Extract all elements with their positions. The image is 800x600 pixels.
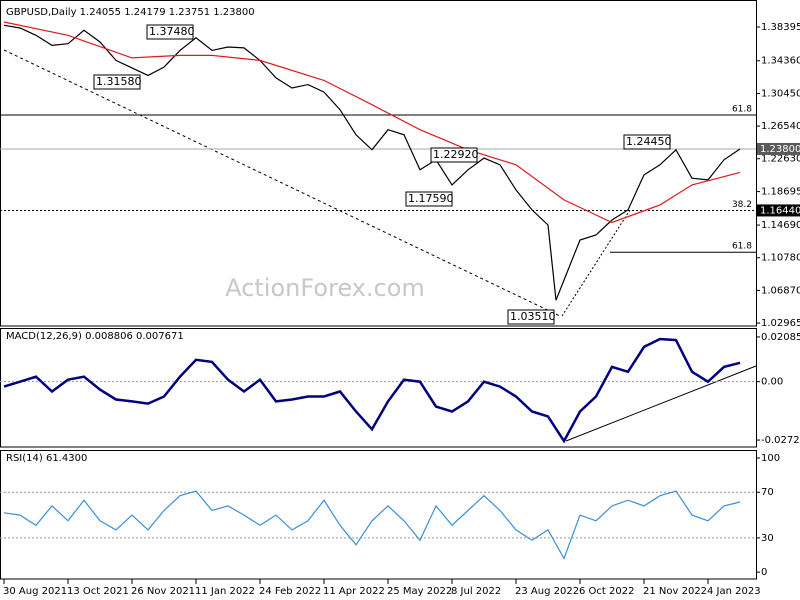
price-label-box: [757, 204, 800, 217]
trend-line: [3, 49, 561, 317]
y-tick-label: 1.06870: [761, 285, 800, 296]
level-label: 61.8: [732, 105, 752, 115]
x-tick-label: 11 Apr 2022: [323, 586, 385, 597]
y-tick-label: 1.18695: [761, 187, 800, 198]
y-tick-label: 0: [761, 567, 767, 578]
y-tick-label: 1.30450: [761, 88, 800, 99]
x-tick-label: 8 Jul 2022: [451, 586, 501, 597]
annotation: 1.17590: [408, 192, 454, 205]
annotation-box: [623, 134, 671, 150]
price-panel-frame: [0, 0, 757, 327]
y-tick-label: 100: [761, 453, 780, 464]
y-tick-label: 1.34360: [761, 56, 800, 67]
x-tick-label: 24 Feb 2022: [259, 586, 321, 597]
annotation: 1.03510: [510, 310, 556, 323]
annotation-box: [146, 24, 194, 40]
rsi-panel-frame: [0, 450, 757, 580]
y-tick-label: 1.26540: [761, 121, 800, 132]
y-tick-label: 70: [761, 487, 774, 498]
annotation: 1.22920: [433, 148, 479, 161]
annotation: 1.31580: [96, 75, 142, 88]
y-tick-label: 1.22630: [761, 154, 800, 165]
x-tick-label: 30 Aug 2021: [3, 586, 67, 597]
series-line: [3, 24, 741, 301]
annotation: 1.37480: [149, 25, 195, 38]
level-label: 61.8: [732, 242, 752, 252]
series-line: [3, 21, 741, 224]
annotation-box: [93, 74, 141, 90]
y-tick-label: 30: [761, 533, 774, 544]
x-tick-label: 26 Nov 2021: [131, 586, 195, 597]
x-tick-label: 4 Jan 2023: [707, 586, 761, 597]
series-line: [3, 337, 741, 444]
series-line: [3, 490, 741, 560]
y-tick-label: 1.02965: [761, 318, 800, 329]
price-label: 1.23800: [760, 144, 800, 155]
y-tick-label: 0.00: [761, 377, 783, 388]
trend-line: [561, 209, 631, 317]
watermark: ActionForex.com: [225, 274, 425, 302]
x-tick-label: 25 May 2022: [387, 586, 452, 597]
annotation-box: [507, 309, 555, 325]
trend-line: [565, 365, 757, 442]
y-tick-label: 0.020858: [761, 332, 800, 343]
y-tick-label: 1.14690: [761, 220, 800, 231]
annotation-box: [405, 191, 453, 207]
x-tick-label: 21 Nov 2022: [643, 586, 707, 597]
panel-title: MACD(12,26,9) 0.008806 0.007671: [6, 331, 184, 342]
level-label: 38.2: [732, 200, 752, 210]
x-tick-label: 11 Jan 2022: [195, 586, 255, 597]
price-label: 1.16440: [760, 205, 800, 216]
price-label-box: [757, 142, 800, 155]
x-tick-label: 6 Oct 2022: [579, 586, 634, 597]
y-tick-label: 1.10780: [761, 253, 800, 264]
y-tick-label: -0.027213: [761, 435, 800, 446]
y-tick-label: 1.38395: [761, 22, 800, 33]
x-tick-label: 23 Aug 2022: [515, 586, 579, 597]
macd-panel-frame: [0, 328, 757, 448]
panel-title: RSI(14) 61.4300: [6, 453, 87, 464]
annotation-box: [430, 147, 478, 163]
annotation: 1.24450: [626, 135, 672, 148]
x-tick-label: 13 Oct 2021: [67, 586, 129, 597]
panel-title: GBPUSD,Daily 1.24055 1.24179 1.23751 1.2…: [6, 7, 255, 18]
